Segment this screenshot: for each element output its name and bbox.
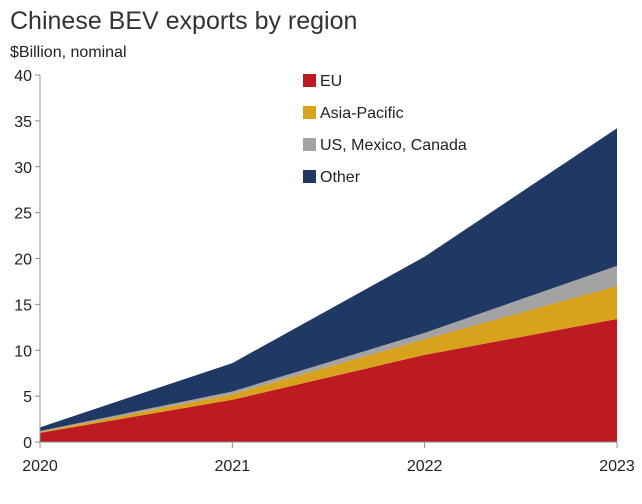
chart-title: Chinese BEV exports by region — [10, 7, 358, 35]
y-tick-label: 0 — [23, 435, 32, 452]
y-tick-label: 40 — [14, 68, 32, 85]
legend-label-asia-pacific: Asia-Pacific — [320, 105, 404, 122]
chart-subtitle: $Billion, nominal — [10, 44, 127, 61]
legend-label-other: Other — [320, 169, 361, 186]
axes-group: 0 5 10 15 20 25 30 35 40 2020 2021 2022 2023 — [14, 68, 635, 475]
y-tick-label: 5 — [23, 389, 32, 406]
legend-swatch-other — [303, 170, 316, 183]
area-eu — [40, 319, 617, 442]
y-tick-label: 20 — [14, 252, 32, 269]
y-tick-label: 15 — [14, 297, 32, 314]
x-tick-label: 2022 — [407, 458, 443, 475]
y-tick-label: 35 — [14, 114, 32, 131]
x-tick-label: 2020 — [22, 458, 58, 475]
x-tick-label: 2021 — [215, 458, 251, 475]
legend-label-us-mexico-canada: US, Mexico, Canada — [320, 137, 467, 154]
y-tick-label: 30 — [14, 160, 32, 177]
legend-swatch-eu — [303, 74, 316, 87]
legend-swatch-asia-pacific — [303, 106, 316, 119]
y-tick-label: 10 — [14, 343, 32, 360]
legend-label-eu: EU — [320, 73, 342, 90]
y-tick-label: 25 — [14, 206, 32, 223]
area-series-group — [40, 128, 617, 442]
x-tick-label: 2023 — [599, 458, 635, 475]
legend: EU Asia-Pacific US, Mexico, Canada Other — [303, 73, 467, 186]
legend-swatch-us-mexico-canada — [303, 138, 316, 151]
area-other — [40, 128, 617, 431]
